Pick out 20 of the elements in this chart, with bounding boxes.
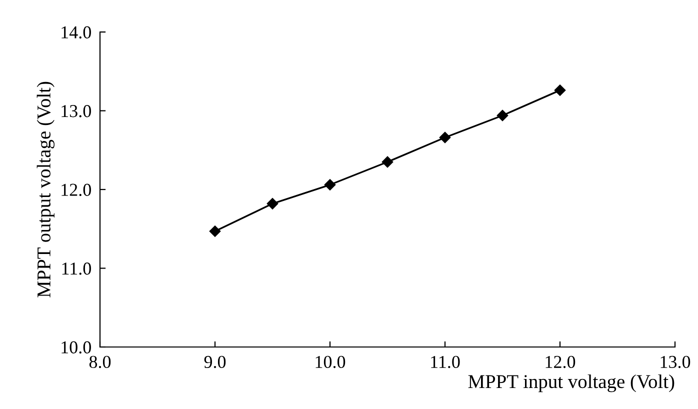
x-tick-label: 8.0 (89, 356, 111, 368)
point (496, 110, 508, 122)
y-tick-label: 10.0 (62, 341, 91, 354)
x-tick-label: 10.0 (316, 356, 346, 368)
x-tick-label: 11.0 (431, 356, 460, 368)
point (439, 132, 451, 144)
point (554, 84, 566, 96)
point (324, 179, 336, 190)
y-tick-label: 11.0 (62, 262, 91, 275)
point (266, 198, 278, 210)
y-axis-title: MPPT output voltage (Volt) (36, 82, 55, 298)
x-tick-label: 9.0 (204, 356, 226, 368)
x-axis-title: MPPT input voltage (Volt) (468, 374, 674, 392)
point (209, 226, 221, 237)
y-tick-label: 13.0 (62, 105, 91, 118)
y-tick-label: 12.0 (62, 184, 91, 196)
point (382, 156, 394, 168)
x-tick-label: 13.0 (660, 356, 690, 368)
x-tick-label: 12.0 (546, 356, 576, 368)
y-tick-label: 14.0 (62, 26, 91, 39)
